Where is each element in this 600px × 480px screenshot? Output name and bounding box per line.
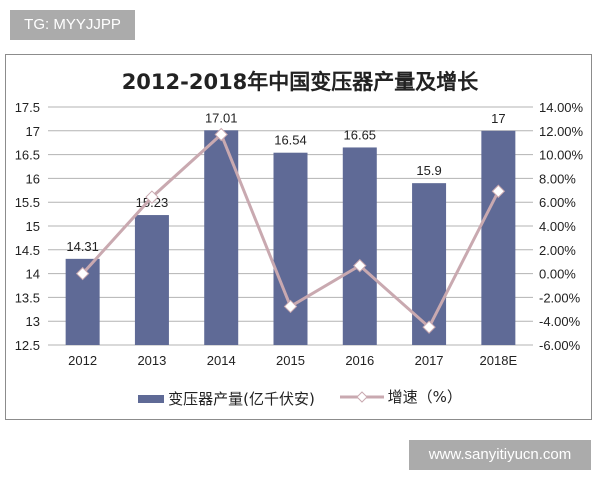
bar [342,147,377,345]
y-right-tick: 8.00% [539,171,576,186]
chart-title: 2012-2018年中国变压器产量及增长 [121,70,479,94]
legend-line-diamond-icon [339,390,384,403]
legend-bar-swatch-icon [138,394,165,403]
line-marker-diamond-icon [422,320,436,334]
bar [134,215,169,345]
y-right-tick: 2.00% [539,243,576,258]
line-marker-diamond-icon [283,299,298,314]
x-tick: 2012 [68,353,97,368]
line-marker-diamond-icon [353,258,367,273]
y-right-tick: 14.00% [539,100,584,115]
y-left-tick: 13.5 [15,290,40,305]
bar-value-label: 16.54 [274,133,307,148]
line-marker-diamond-icon [491,184,506,198]
bar [481,130,516,345]
watermark-top: TG: MYYJJPP [10,10,135,40]
line-marker-diamond-icon [75,266,90,281]
y-left-tick: 17 [26,124,40,139]
y-left-tick: 14.5 [15,243,40,258]
y-left-tick: 17.5 [15,100,40,115]
y-left-tick: 16 [26,171,40,186]
y-right-tick: 12.00% [539,124,584,139]
y-right-tick: -2.00% [539,290,581,305]
y-left-tick: 15.5 [15,195,40,210]
y-right-tick: 4.00% [539,219,576,234]
legend-bar-label: 变压器产量(亿千伏安) [168,390,315,408]
x-tick: 2018E [480,353,518,368]
y-left-tick: 12.5 [15,338,40,353]
bar-value-label: 17 [491,111,505,126]
y-right-tick: 0.00% [539,267,576,282]
x-tick: 2017 [415,353,444,368]
x-tick: 2013 [137,353,166,368]
y-right-tick: -6.00% [539,338,581,353]
bar-value-label: 14.31 [66,239,99,254]
x-tick: 2014 [207,353,236,368]
y-right-tick: 6.00% [539,195,576,210]
bar-value-label: 17.01 [205,110,238,125]
y-left-tick: 13 [26,314,40,329]
x-tick: 2016 [345,353,374,368]
bar [273,152,308,345]
chart-legend: 变压器产量(亿千伏安) 增速（%） [0,386,600,409]
bar-value-label: 15.9 [416,163,441,178]
bar-value-label: 16.65 [344,127,377,142]
line-marker-diamond-icon [214,127,228,142]
legend-line-label: 增速（%） [387,388,462,406]
y-left-tick: 15 [26,219,40,234]
legend-item-line: 增速（%） [339,386,462,407]
y-right-tick: 10.00% [539,148,584,163]
legend-item-bar: 变压器产量(亿千伏安) [138,388,315,409]
x-tick: 2015 [276,353,305,368]
y-left-tick: 14 [26,267,40,282]
line-marker-diamond-icon [145,190,159,204]
y-left-tick: 16.5 [15,148,40,163]
watermark-bottom: www.sanyitiyucn.com [409,440,591,470]
y-right-tick: -4.00% [539,314,581,329]
